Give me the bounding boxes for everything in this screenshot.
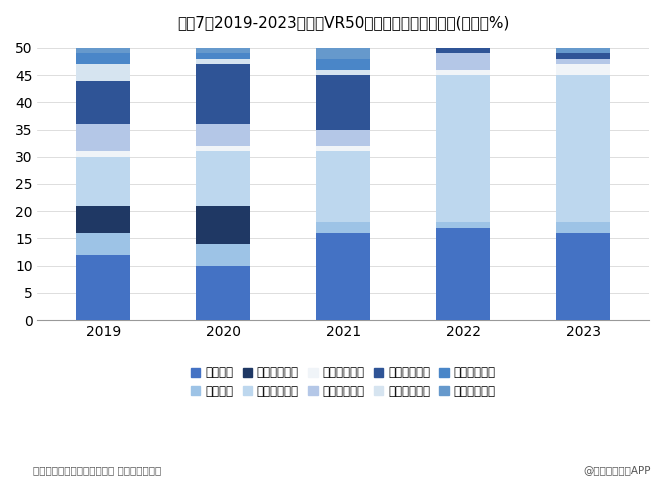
Bar [197, 152, 250, 206]
Bar [76, 255, 130, 320]
Bar [436, 53, 490, 70]
Text: @前瞻经济学人APP: @前瞻经济学人APP [583, 465, 651, 475]
Bar [316, 233, 371, 320]
Bar [197, 59, 250, 64]
Bar [316, 75, 371, 130]
Bar [76, 124, 130, 152]
Bar [316, 48, 371, 59]
Bar [316, 130, 371, 146]
Bar [556, 64, 610, 75]
Bar [197, 53, 250, 59]
Bar [197, 244, 250, 266]
Bar [76, 53, 130, 64]
Bar [436, 75, 490, 222]
Bar [316, 222, 371, 233]
Bar [316, 146, 371, 152]
Bar [76, 152, 130, 157]
Bar [76, 157, 130, 206]
Bar [436, 222, 490, 228]
Bar [197, 124, 250, 146]
Legend: 整机设备, 分发平台, 行业解决方案, 近眼显示技术, 开发工具软件, 教育培训应用, 文化旅游应用, 工业生产应用, 体育健康应用, 智慧城市应用: 整机设备, 分发平台, 行业解决方案, 近眼显示技术, 开发工具软件, 教育培训… [186, 361, 500, 403]
Bar [556, 59, 610, 64]
Bar [556, 48, 610, 53]
Bar [436, 70, 490, 75]
Bar [556, 75, 610, 222]
Title: 图表7：2019-2023年中国VR50强企业产业链分布情况(单位：%): 图表7：2019-2023年中国VR50强企业产业链分布情况(单位：%) [177, 15, 509, 30]
Text: 资料来源：虚拟现实产业联盟 前瞻产业研究院: 资料来源：虚拟现实产业联盟 前瞻产业研究院 [33, 465, 161, 475]
Bar [556, 222, 610, 233]
Bar [76, 233, 130, 255]
Bar [316, 59, 371, 70]
Bar [76, 80, 130, 124]
Bar [316, 152, 371, 222]
Bar [197, 266, 250, 320]
Bar [197, 64, 250, 124]
Bar [76, 48, 130, 53]
Bar [436, 228, 490, 320]
Bar [76, 206, 130, 233]
Bar [436, 48, 490, 53]
Bar [197, 48, 250, 53]
Bar [197, 146, 250, 152]
Bar [316, 70, 371, 75]
Bar [197, 206, 250, 244]
Bar [76, 64, 130, 80]
Bar [556, 233, 610, 320]
Bar [556, 53, 610, 59]
